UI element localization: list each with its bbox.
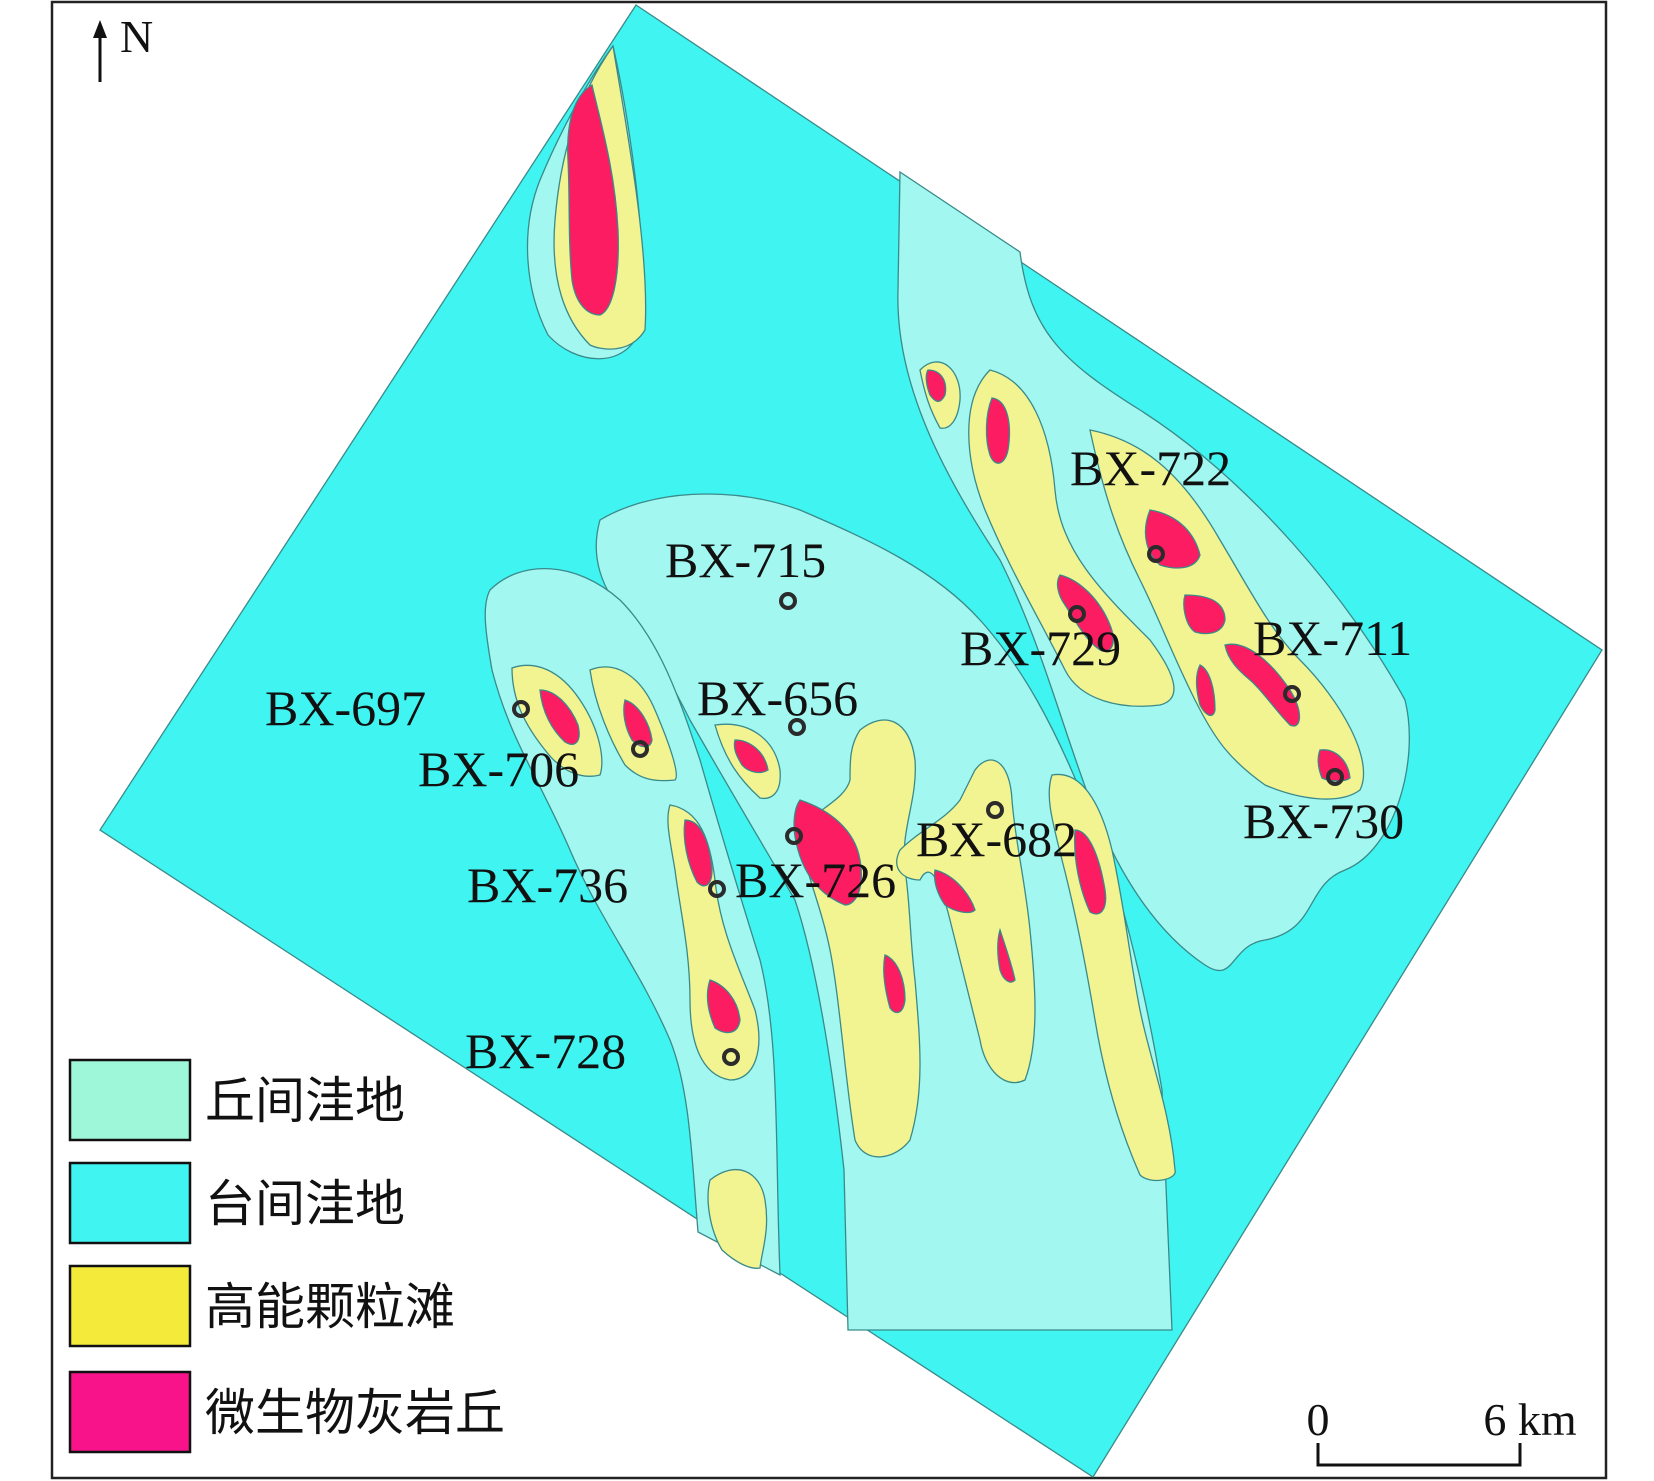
well-label: BX-711 [1253, 610, 1412, 666]
legend-swatch [68, 1370, 192, 1454]
legend-swatch [68, 1264, 192, 1348]
scale-start-label: 0 [1307, 1394, 1330, 1445]
well-marker [1068, 605, 1086, 623]
microbial-mound [883, 954, 906, 1014]
microbial-mounds [539, 83, 1351, 1034]
legend-label: 丘间洼地 [205, 1072, 405, 1130]
well-marker [1326, 768, 1344, 786]
legend-label: 高能颗粒滩 [205, 1278, 455, 1336]
well-label: BX-726 [735, 852, 896, 908]
grain-shoal [707, 1169, 768, 1269]
well-label: BX-715 [665, 532, 826, 588]
grain-shoal [968, 369, 1175, 707]
well-label: BX-697 [265, 680, 426, 736]
well-marker [708, 880, 726, 898]
well-label: BX-728 [465, 1023, 626, 1079]
scale-bar-line [1316, 1443, 1522, 1467]
microbial-mound [623, 699, 653, 748]
microbial-mound [997, 927, 1016, 983]
microbial-mound [1144, 509, 1201, 569]
well-marker [631, 740, 649, 758]
well-label: BX-682 [916, 811, 1077, 867]
well-label: BX-656 [697, 670, 858, 726]
north-arrow-head [93, 20, 107, 38]
microbial-mound [1074, 829, 1107, 915]
well-label: BX-736 [467, 857, 628, 913]
scale-bar: 0 6 km [1307, 1394, 1577, 1467]
legend-label: 台间洼地 [205, 1175, 405, 1233]
microbial-mound [1183, 594, 1226, 635]
well-marker [1147, 545, 1165, 563]
well-marker [512, 700, 530, 718]
microbial-mound [683, 819, 713, 887]
well-label: BX-706 [418, 741, 579, 797]
well-marker [986, 801, 1004, 819]
well-marker [785, 827, 803, 845]
well-label: BX-729 [960, 620, 1121, 676]
microbial-mound [1195, 664, 1216, 717]
well-marker [779, 592, 797, 610]
well-marker [1283, 685, 1301, 703]
microbial-mound [706, 979, 741, 1034]
well-markers: BX-722 BX-715 BX-729 BX-711 BX-697 BX-656 BX-7… [265, 440, 1412, 1079]
legend-swatch [68, 1058, 192, 1142]
microbial-mound [925, 369, 947, 403]
microbial-mound [733, 739, 769, 774]
north-arrow: N [93, 11, 153, 82]
scale-end-label: 6 km [1483, 1394, 1577, 1445]
north-label: N [120, 11, 153, 62]
legend-label: 微生物灰岩丘 [205, 1384, 505, 1442]
microbial-mound [933, 869, 976, 914]
well-label: BX-730 [1243, 793, 1404, 849]
legend-swatch [68, 1161, 192, 1245]
well-marker [788, 718, 806, 736]
microbial-mound [1224, 643, 1301, 727]
microbial-mound [793, 799, 862, 906]
well-label: BX-722 [1070, 440, 1231, 496]
well-marker [722, 1048, 740, 1066]
microbial-mound [539, 689, 580, 745]
grain-shoal [896, 759, 1036, 1084]
microbial-mound [985, 397, 1011, 464]
microbial-mound [567, 83, 619, 316]
